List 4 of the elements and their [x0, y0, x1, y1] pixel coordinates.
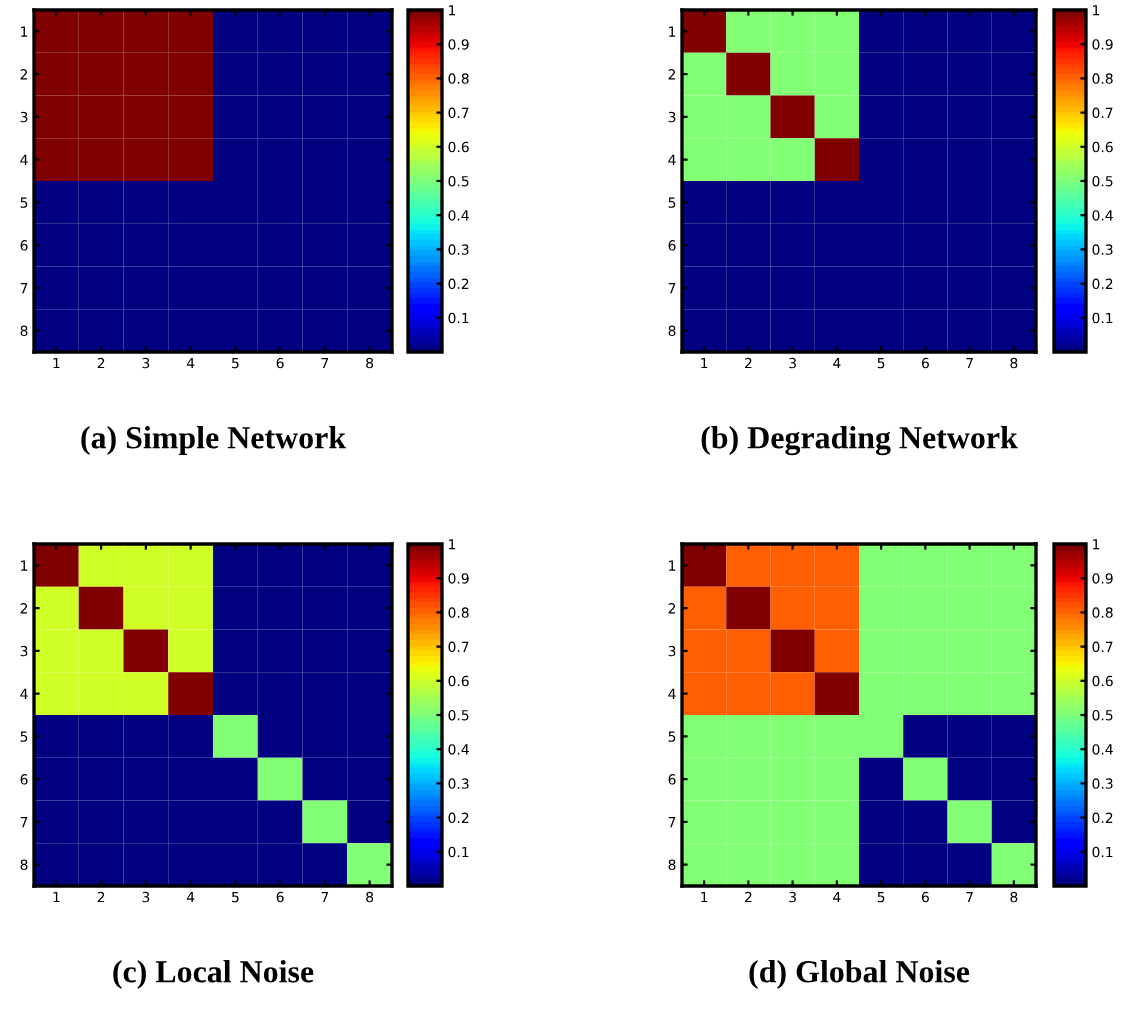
text: (c) Local Noise [113, 960, 314, 989]
text: (b) Degrading Network [701, 426, 1018, 456]
text: (a) Simple Network [81, 426, 347, 455]
text: (d) Global Noise [749, 960, 970, 989]
